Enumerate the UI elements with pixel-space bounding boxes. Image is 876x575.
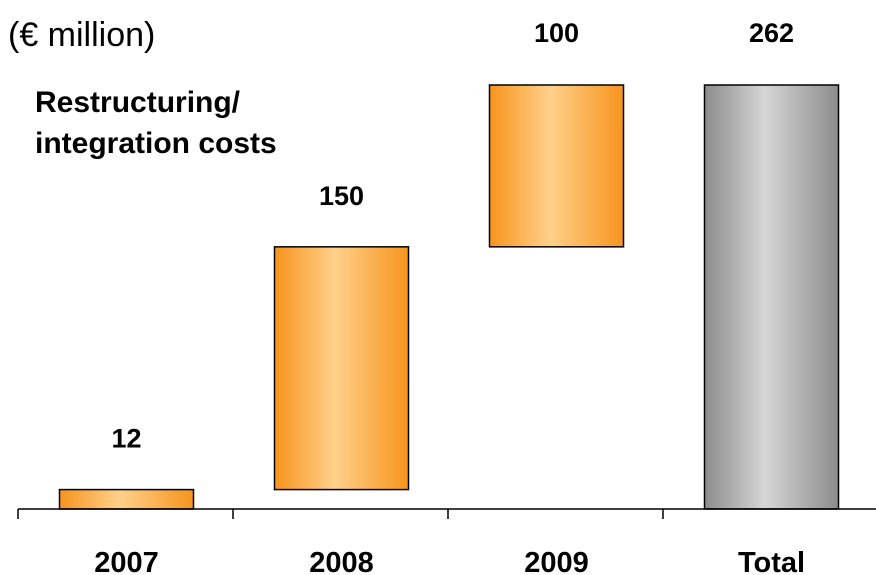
x-axis-tick-labels: 2007 2008 2009 Total bbox=[94, 547, 805, 575]
x-tick-label-total: Total bbox=[738, 547, 805, 575]
data-label-total: 262 bbox=[749, 18, 794, 48]
data-label-2008: 150 bbox=[319, 181, 364, 211]
x-tick-label-2009: 2009 bbox=[524, 547, 589, 575]
x-axis-ticks bbox=[17, 509, 664, 519]
bar-2009 bbox=[488, 84, 625, 248]
bars-group bbox=[58, 84, 840, 510]
data-labels-group: 12 150 100 262 bbox=[111, 18, 794, 454]
data-label-2009: 100 bbox=[534, 18, 579, 48]
bar-2007 bbox=[58, 488, 195, 510]
x-tick-label-2007: 2007 bbox=[94, 547, 159, 575]
x-tick-label-2008: 2008 bbox=[309, 547, 374, 575]
unit-label: (€ million) bbox=[8, 16, 155, 54]
chart-subtitle-line-2: integration costs bbox=[35, 127, 277, 160]
data-label-2007: 12 bbox=[111, 424, 141, 454]
bar-total bbox=[703, 84, 840, 510]
bar-2008 bbox=[273, 246, 410, 491]
chart-subtitle-line-1: Restructuring/ bbox=[35, 86, 241, 119]
